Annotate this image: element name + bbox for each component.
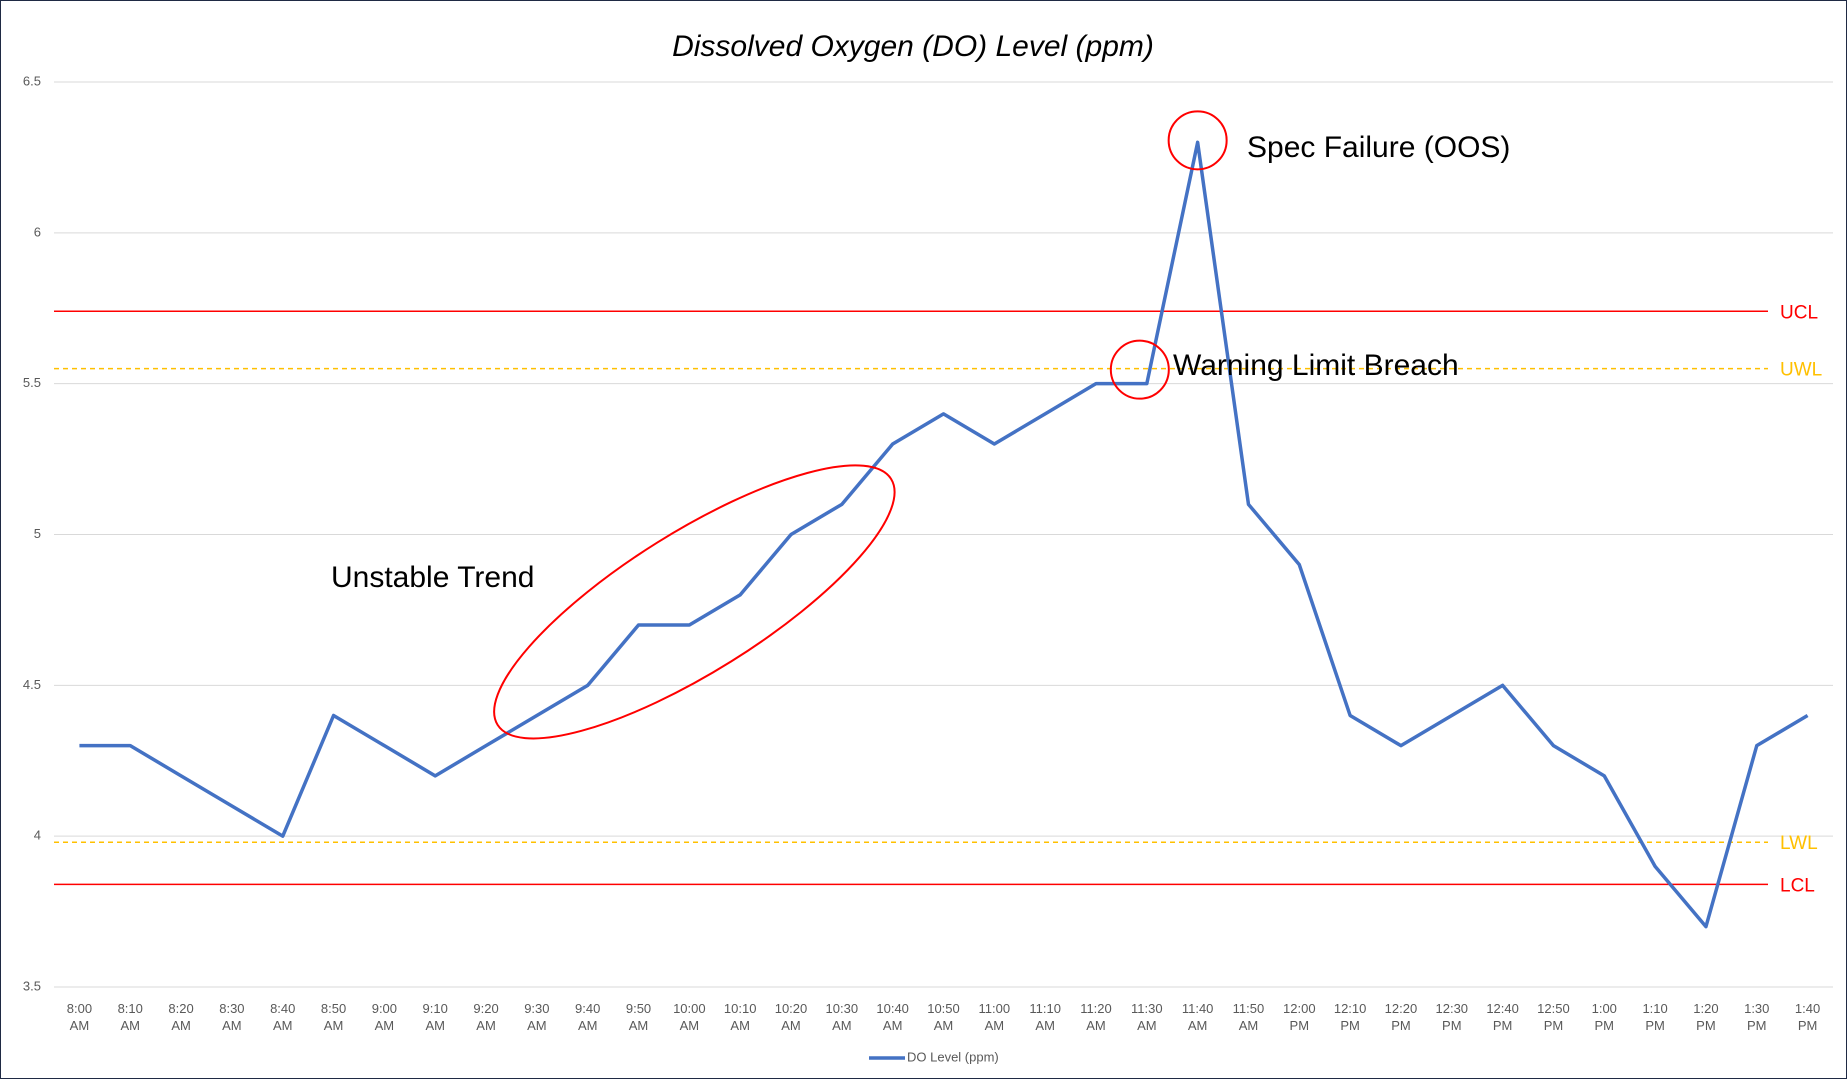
- y-tick-label: 6: [34, 224, 41, 239]
- x-tick-label: 1:00 PM: [1591, 1001, 1617, 1033]
- x-tick-label: 8:50 AM: [320, 1001, 347, 1033]
- annotation-ellipse: [493, 464, 896, 740]
- annotation-circle: [1109, 339, 1170, 400]
- x-tick-label: 10:40 AM: [876, 1001, 909, 1033]
- x-tick-label: 1:10 PM: [1642, 1001, 1668, 1033]
- x-tick-label: 8:40 AM: [270, 1001, 296, 1033]
- annotation: Unstable Trend: [331, 561, 534, 594]
- x-tick-label: 8:30 AM: [219, 1001, 245, 1033]
- y-tick-label: 5: [34, 526, 41, 541]
- y-tick-label: 4: [34, 828, 41, 843]
- x-tick-label: 11:40 AM: [1181, 1001, 1214, 1033]
- x-tick-label: 9:30 AM: [524, 1001, 550, 1033]
- y-tick-label: 6.5: [23, 73, 41, 88]
- y-tick-label: 3.5: [23, 978, 41, 993]
- x-tick-label: 11:20 AM: [1080, 1001, 1112, 1033]
- x-tick-label: 12:20 PM: [1384, 1001, 1418, 1033]
- x-tick-label: 10:00 AM: [673, 1001, 706, 1033]
- annotation: Spec Failure (OOS): [1247, 131, 1510, 164]
- x-tick-label: 8:10 AM: [117, 1001, 143, 1033]
- y-tick-label: 4.5: [23, 677, 41, 692]
- x-tick-label: 9:10 AM: [422, 1001, 448, 1033]
- y-tick-label: 5.5: [23, 375, 41, 390]
- x-tick-label: 12:30 PM: [1435, 1001, 1469, 1033]
- limit-label: LCL: [1780, 875, 1815, 896]
- x-tick-label: 12:50 PM: [1537, 1001, 1570, 1033]
- x-tick-label: 10:10 AM: [723, 1001, 757, 1033]
- x-tick-label: 9:50 AM: [625, 1001, 652, 1033]
- x-tick-label: 10:30 AM: [825, 1001, 859, 1033]
- x-tick-label: 8:00 AM: [66, 1001, 93, 1033]
- chart-title: Dissolved Oxygen (DO) Level (ppm): [672, 30, 1154, 63]
- annotation: Warning Limit Breach: [1173, 349, 1459, 382]
- x-tick-label: 9:00 AM: [371, 1001, 398, 1033]
- x-tick-label: 1:20 PM: [1693, 1001, 1719, 1033]
- x-tick-label: 12:40 PM: [1486, 1001, 1519, 1033]
- x-tick-label: 9:20 AM: [473, 1001, 499, 1033]
- x-tick-label: 1:40 PM: [1794, 1001, 1821, 1033]
- legend-label: DO Level (ppm): [907, 1049, 999, 1064]
- x-tick-label: 12:00 PM: [1283, 1001, 1316, 1033]
- x-tick-label: 11:10 AM: [1029, 1001, 1061, 1033]
- x-tick-label: 11:00 AM: [978, 1001, 1011, 1033]
- limit-label: UWL: [1780, 360, 1822, 381]
- data-line: [79, 140, 1809, 929]
- x-tick-label: 10:50 AM: [927, 1001, 960, 1033]
- limit-label: LWL: [1780, 833, 1818, 854]
- x-tick-label: 11:30 AM: [1131, 1001, 1163, 1033]
- x-tick-label: 11:50 AM: [1232, 1001, 1265, 1033]
- x-tick-label: 12:10 PM: [1333, 1001, 1367, 1033]
- x-tick-label: 10:20 AM: [774, 1001, 808, 1033]
- limit-label: UCL: [1780, 302, 1818, 323]
- annotation-circle: [1167, 110, 1228, 171]
- x-tick-label: 8:20 AM: [168, 1001, 194, 1033]
- x-tick-label: 1:30 PM: [1744, 1001, 1770, 1033]
- x-tick-label: 9:40 AM: [575, 1001, 601, 1033]
